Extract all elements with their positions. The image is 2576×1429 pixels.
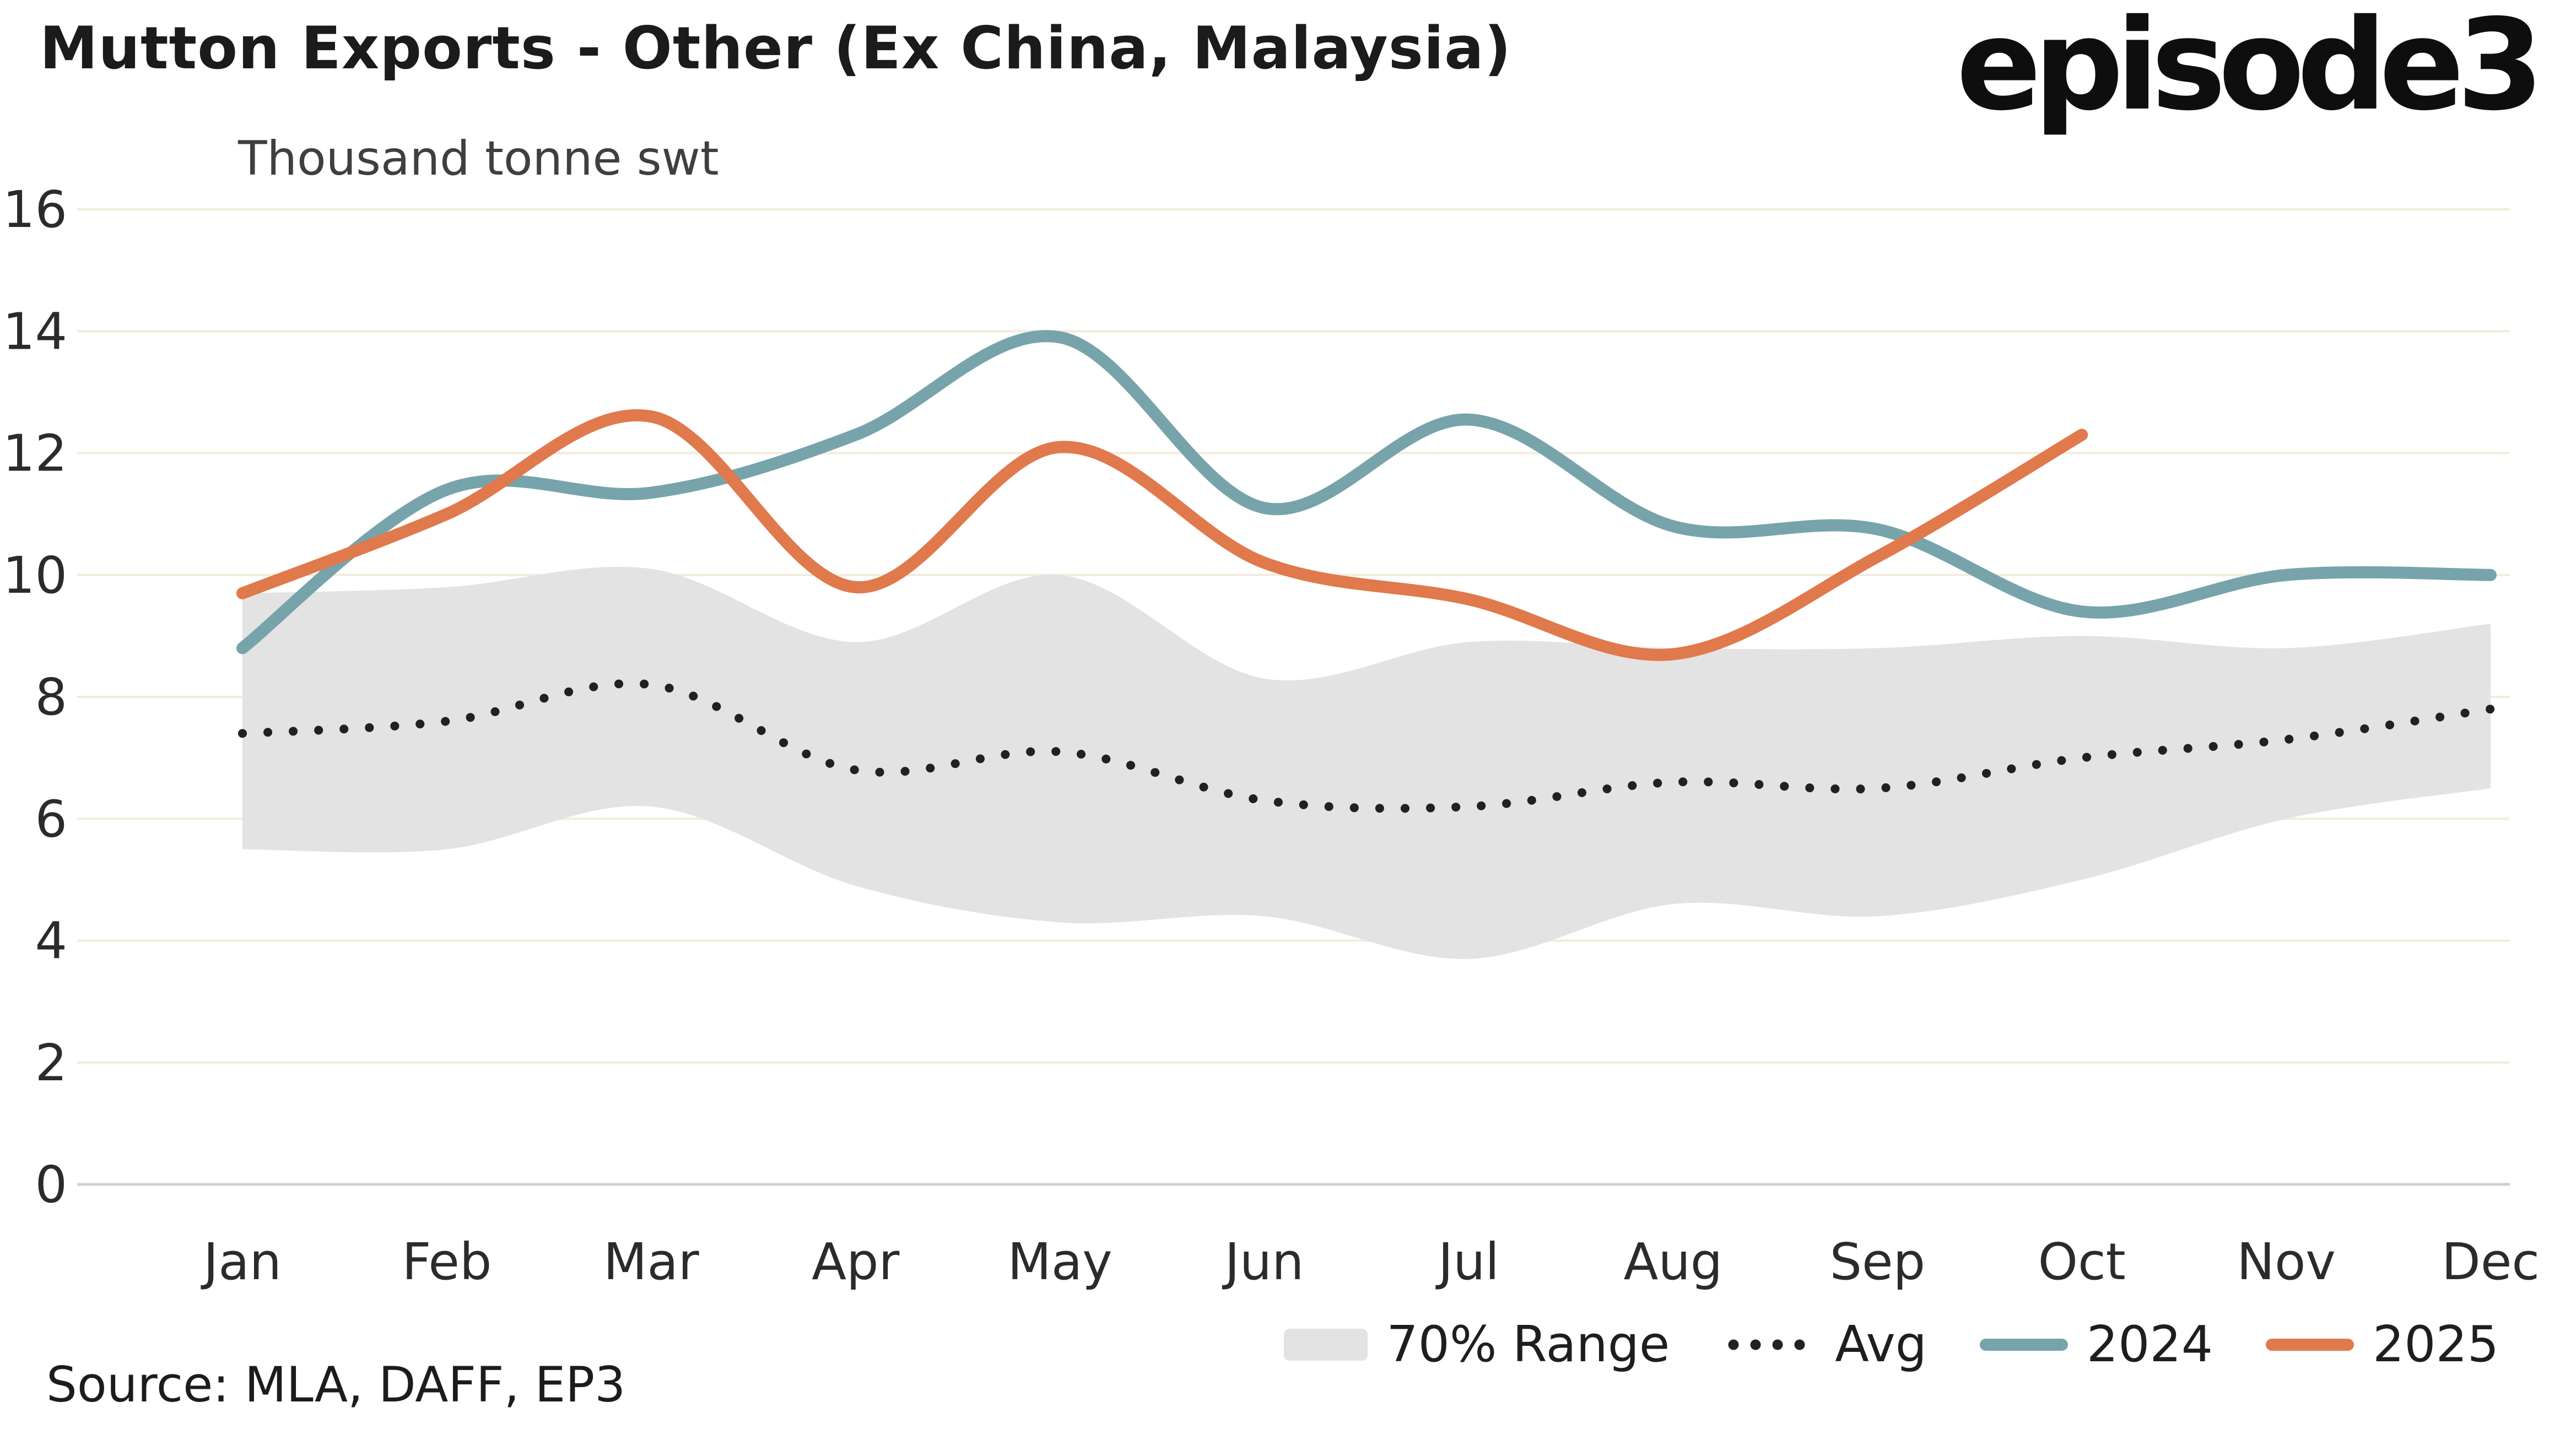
series-2024-line [236, 330, 2497, 654]
series-2025-line [236, 409, 2088, 661]
legend-swatch-2024 [1979, 1338, 2068, 1351]
x-tick-label: Feb [402, 1232, 492, 1291]
legend-swatch-range [1284, 1328, 1368, 1361]
x-tick-label: Dec [2442, 1232, 2540, 1291]
chart-title: Mutton Exports - Other (Ex China, Malays… [40, 14, 1512, 82]
legend-item-2025: 2025 [2265, 1316, 2499, 1373]
legend-swatch-avg [1722, 1338, 1817, 1351]
legend-item-range: 70% Range [1284, 1316, 1670, 1373]
y-tick-label: 16 [3, 180, 67, 239]
x-tick-label: Jul [1435, 1232, 1499, 1291]
legend-swatch-2025 [2265, 1338, 2354, 1351]
legend-item-avg: Avg [1722, 1316, 1927, 1373]
x-tick-label: Sep [1830, 1232, 1925, 1291]
legend-label-range: 70% Range [1386, 1316, 1670, 1373]
range-band [242, 566, 2491, 959]
y-tick-label: 8 [35, 668, 67, 727]
x-tick-label: Nov [2237, 1232, 2336, 1291]
y-tick-label: 12 [3, 424, 67, 483]
legend-label-2024: 2024 [2086, 1316, 2213, 1373]
episode3-logo: episode3 [1956, 0, 2544, 138]
y-axis-unit-label: Thousand tonne swt [238, 131, 719, 186]
legend: 70% Range Avg 2024 2025 [1284, 1316, 2499, 1373]
y-tick-label: 6 [35, 789, 67, 848]
y-tick-label: 0 [35, 1155, 67, 1214]
x-tick-label: Apr [812, 1232, 899, 1291]
x-tick-label: Mar [603, 1232, 699, 1291]
legend-label-avg: Avg [1835, 1316, 1927, 1373]
legend-label-2025: 2025 [2372, 1316, 2499, 1373]
y-tick-label: 10 [3, 546, 67, 605]
x-tick-label: Oct [2038, 1232, 2126, 1291]
source-note: Source: MLA, DAFF, EP3 [46, 1356, 626, 1413]
y-tick-label: 2 [35, 1033, 67, 1092]
legend-item-2024: 2024 [1979, 1316, 2213, 1373]
y-tick-label: 4 [35, 912, 67, 971]
y-tick-label: 14 [3, 302, 67, 361]
x-tick-label: Jan [201, 1232, 282, 1291]
x-tick-label: Aug [1624, 1232, 1723, 1291]
x-tick-label: May [1008, 1232, 1113, 1291]
x-tick-label: Jun [1222, 1232, 1304, 1291]
